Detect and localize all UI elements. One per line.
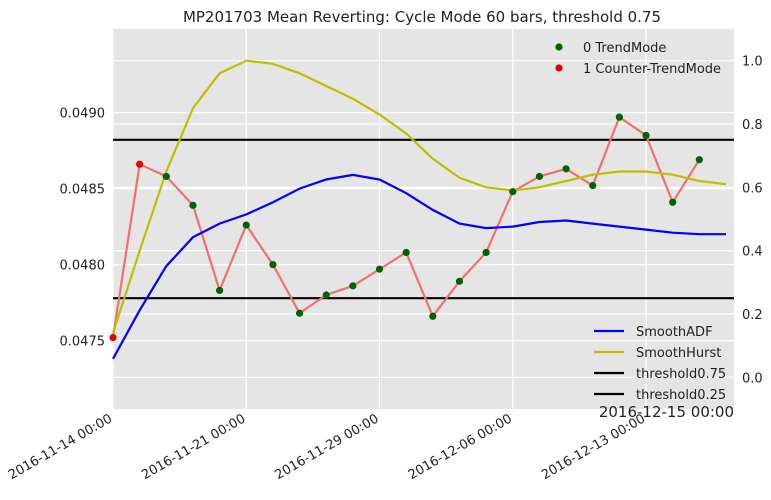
plot-background xyxy=(113,29,734,409)
x-tick-label: 2016-11-14 00:00 xyxy=(6,411,115,483)
scatter-point-0-20 xyxy=(642,131,650,139)
scatter-point-0-12 xyxy=(429,312,437,320)
scatter-point-0-15 xyxy=(509,188,517,196)
right-tick-label: 0.2 xyxy=(742,308,763,323)
x-tick-label: 2016-11-21 00:00 xyxy=(139,411,248,483)
right-axis-ticks: 0.0 0.2 0.4 0.6 0.8 1.0 xyxy=(742,55,763,387)
chart-title: MP201703 Mean Reverting: Cycle Mode 60 b… xyxy=(183,8,661,26)
scatter-point-0-16 xyxy=(535,172,544,181)
left-axis-ticks: 0.0475 0.0480 0.0485 0.0490 xyxy=(60,107,106,350)
scatter-point-0-11 xyxy=(402,248,410,257)
scatter-point-1-0 xyxy=(109,333,117,342)
left-tick-label: 0.0485 xyxy=(60,183,106,198)
left-tick-label: 0.0480 xyxy=(60,259,106,274)
scatter-point-0-22 xyxy=(695,156,703,164)
scatter-point-0-2 xyxy=(162,172,170,181)
scatter-point-0-10 xyxy=(375,265,384,273)
scatter-point-0-18 xyxy=(589,181,597,190)
threshold-lines xyxy=(113,138,734,300)
series-line-0 xyxy=(112,173,726,360)
scatter-point-0-17 xyxy=(562,165,570,173)
x-tick-label: 2016-12-06 00:00 xyxy=(406,411,515,483)
grid-lines xyxy=(112,29,734,409)
scatter-point-0-7 xyxy=(295,309,304,317)
x-tick-label: 2016-11-29 00:00 xyxy=(273,411,382,483)
series-line-1 xyxy=(111,59,727,334)
scatter-point-1-1 xyxy=(136,160,144,168)
left-tick-label: 0.0475 xyxy=(60,335,106,350)
legend-top: 0 TrendMode 1 Counter-TrendMode xyxy=(555,41,721,77)
legend-marker-0 xyxy=(555,43,563,51)
right-tick-label: 0.8 xyxy=(742,118,763,133)
legend-label: 1 Counter-TrendMode xyxy=(583,62,721,77)
right-tick-label: 0.0 xyxy=(742,371,763,386)
scatter-point-0-9 xyxy=(349,282,357,290)
right-tick-label: 0.6 xyxy=(742,181,763,196)
scatter-point-0-4 xyxy=(216,286,224,295)
scatter-point-0-14 xyxy=(482,248,490,257)
scatter-point-0-6 xyxy=(269,261,277,269)
left-tick-label: 0.0490 xyxy=(60,107,106,122)
legend-marker-1 xyxy=(555,64,563,72)
legend-label: threshold0.25 xyxy=(636,388,726,403)
legend-bottom: SmoothADF SmoothHurst threshold0.75 thresho… xyxy=(594,325,726,403)
legend-label: threshold0.75 xyxy=(636,367,726,382)
scatter-point-0-8 xyxy=(322,291,330,299)
right-tick-label: 0.4 xyxy=(742,245,763,260)
right-tick-label: 1.0 xyxy=(742,55,763,70)
scatter-points xyxy=(109,113,703,342)
scatter-point-0-5 xyxy=(242,221,250,229)
x-axis-ticks: 2016-11-14 00:00 2016-11-21 00:00 2016-11-… xyxy=(6,411,648,483)
scatter-point-0-13 xyxy=(455,277,464,285)
scatter-point-0-21 xyxy=(669,198,677,206)
legend-label: SmoothHurst xyxy=(636,346,721,361)
scatter-point-0-19 xyxy=(615,113,623,121)
x-tick-label: 2016-12-13 00:00 xyxy=(539,411,648,483)
corner-date-label: 2016-12-15 00:00 xyxy=(599,403,734,421)
legend-label: SmoothADF xyxy=(636,325,713,340)
legend-label: 0 TrendMode xyxy=(583,41,666,56)
scatter-point-0-3 xyxy=(189,201,197,209)
